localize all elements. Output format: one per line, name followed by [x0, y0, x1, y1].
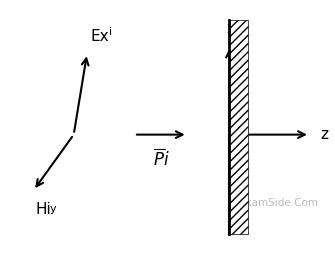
- Bar: [229, 20, 248, 234]
- Text: x: x: [227, 21, 236, 36]
- Text: i: i: [109, 27, 112, 37]
- Text: y: y: [50, 204, 57, 214]
- Text: z: z: [320, 127, 328, 142]
- Text: $\overline{P}i$: $\overline{P}i$: [152, 149, 169, 170]
- Text: Hi: Hi: [35, 202, 51, 217]
- Text: ExamSide.Com: ExamSide.Com: [239, 198, 318, 208]
- Text: Ex: Ex: [90, 29, 109, 44]
